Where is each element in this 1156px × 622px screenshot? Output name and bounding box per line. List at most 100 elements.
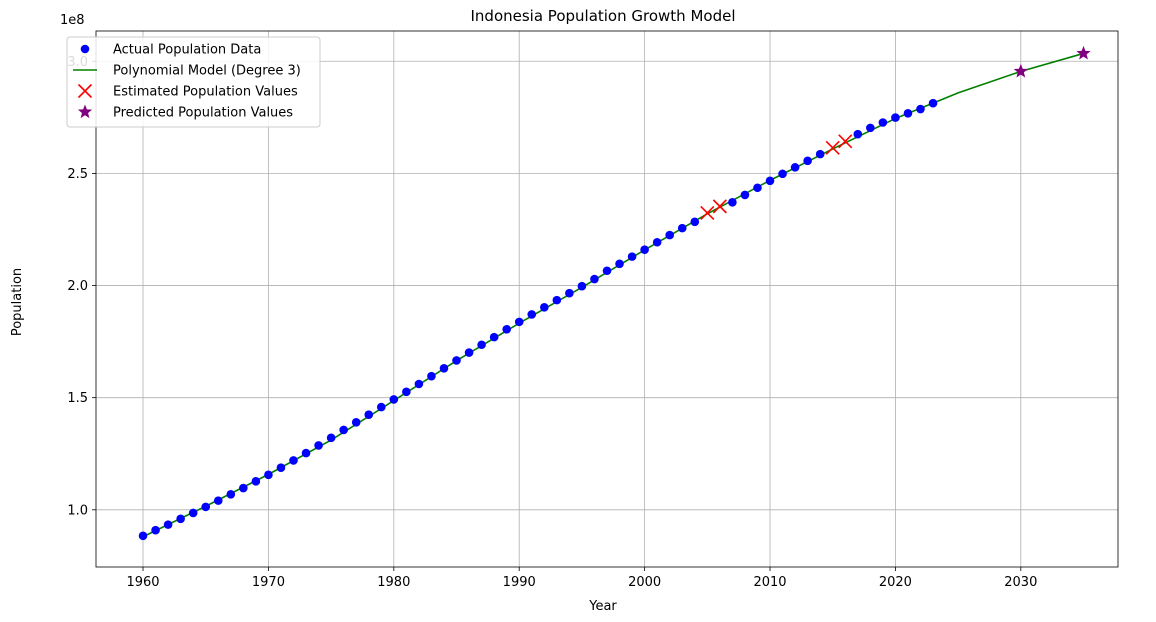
actual-data-point — [314, 441, 323, 450]
actual-data-point — [577, 281, 587, 291]
y-offset-label: 1e8 — [60, 13, 85, 28]
x-marker-stroke — [712, 199, 727, 214]
legend-swatch-actual — [80, 44, 90, 54]
actual-data-point — [866, 123, 875, 133]
actual-data-point — [540, 302, 549, 312]
actual-data-point — [402, 387, 411, 397]
actual-data-point — [239, 483, 248, 493]
x-tick-label: 1980 — [377, 575, 410, 590]
x-tick-label: 2030 — [1004, 575, 1037, 590]
actual-data-point — [163, 520, 173, 529]
actual-data-point — [326, 433, 336, 443]
actual-data-point — [590, 274, 599, 284]
actual-data-point — [226, 490, 236, 499]
actual-data-point — [615, 259, 624, 269]
actual-data-point — [477, 340, 486, 350]
actual-data-point — [677, 223, 687, 233]
actual-data-point — [427, 371, 436, 381]
y-tick-label: 2.0 — [67, 279, 88, 294]
actual-data-point — [364, 410, 374, 420]
actual-data-point — [289, 456, 298, 465]
actual-data-point — [690, 217, 700, 227]
plot-frame — [95, 30, 1119, 568]
actual-data-point — [903, 109, 913, 118]
actual-data-point — [627, 252, 637, 261]
predicted-point — [1076, 45, 1091, 60]
points-layer — [138, 45, 1091, 541]
estimated-point — [700, 205, 715, 220]
actual-data-point — [489, 332, 499, 342]
axes — [95, 30, 1119, 568]
x-marker-stroke — [700, 205, 715, 220]
legend-label: Estimated Population Values — [113, 85, 298, 100]
x-tick-label: 2000 — [628, 575, 661, 590]
actual-data-point — [251, 477, 261, 486]
legend-label: Actual Population Data — [113, 43, 261, 58]
actual-data-point — [665, 230, 674, 240]
actual-data-point — [753, 183, 762, 193]
actual-data-point — [464, 348, 474, 357]
estimated-point — [712, 199, 727, 214]
x-tick-label: 2020 — [879, 575, 912, 590]
actual-data-point — [213, 496, 223, 505]
actual-data-point — [201, 502, 211, 512]
x-tick-label: 1970 — [252, 575, 285, 590]
actual-data-point — [439, 363, 449, 373]
actual-data-point — [188, 508, 198, 518]
actual-data-point — [151, 525, 160, 535]
actual-data-point — [351, 418, 361, 427]
actual-data-point — [728, 198, 737, 207]
actual-data-point — [815, 149, 825, 159]
actual-data-point — [138, 531, 148, 541]
actual-data-point — [740, 190, 750, 200]
actual-data-point — [640, 245, 649, 254]
legend-box — [66, 36, 321, 128]
actual-data-point — [502, 324, 511, 334]
actual-data-point — [301, 448, 311, 458]
actual-data-point — [414, 379, 424, 389]
x-tick-label: 1960 — [126, 575, 159, 590]
model-line — [142, 52, 1084, 538]
actual-data-point — [878, 118, 888, 127]
actual-data-point — [778, 169, 787, 179]
actual-data-point — [514, 317, 524, 327]
estimated-point — [825, 140, 840, 155]
actual-data-point — [565, 288, 574, 298]
x-axis-title: Year — [588, 599, 617, 614]
actual-data-point — [527, 310, 537, 319]
x-marker-stroke — [77, 83, 93, 99]
actual-data-point — [452, 356, 461, 365]
chart-title: Indonesia Population Growth Model — [471, 7, 736, 25]
actual-data-point — [602, 266, 612, 276]
y-tick-label: 1.5 — [67, 391, 88, 406]
actual-data-point — [389, 395, 399, 404]
actual-data-point — [339, 425, 348, 435]
actual-data-point — [891, 113, 900, 122]
actual-data-point — [176, 514, 185, 524]
legend-label: Polynomial Model (Degree 3) — [113, 64, 301, 79]
actual-data-point — [276, 463, 286, 472]
actual-data-point — [652, 237, 662, 247]
actual-data-point — [552, 295, 562, 305]
x-marker-stroke — [825, 140, 840, 155]
actual-data-point — [765, 176, 775, 186]
y-tick-label: 2.5 — [67, 167, 88, 182]
model-line-layer — [142, 52, 1084, 538]
actual-data-point — [790, 163, 800, 172]
y-tick-label: 1.0 — [67, 503, 88, 518]
legend-swatch-estimated — [77, 83, 93, 99]
actual-data-point — [264, 470, 273, 480]
predicted-point — [1013, 63, 1028, 78]
estimated-point — [838, 134, 853, 149]
x-tick-label: 2010 — [753, 575, 786, 590]
actual-data-point — [853, 129, 863, 139]
actual-data-point — [376, 402, 386, 412]
actual-data-point — [928, 98, 938, 108]
legend: Actual Population Data Polynomial Model (… — [66, 36, 321, 128]
grid — [96, 31, 1118, 567]
x-tick-label: 1990 — [503, 575, 536, 590]
actual-data-point — [803, 156, 812, 166]
actual-data-point — [916, 104, 925, 114]
y-axis-title: Population — [10, 268, 25, 336]
